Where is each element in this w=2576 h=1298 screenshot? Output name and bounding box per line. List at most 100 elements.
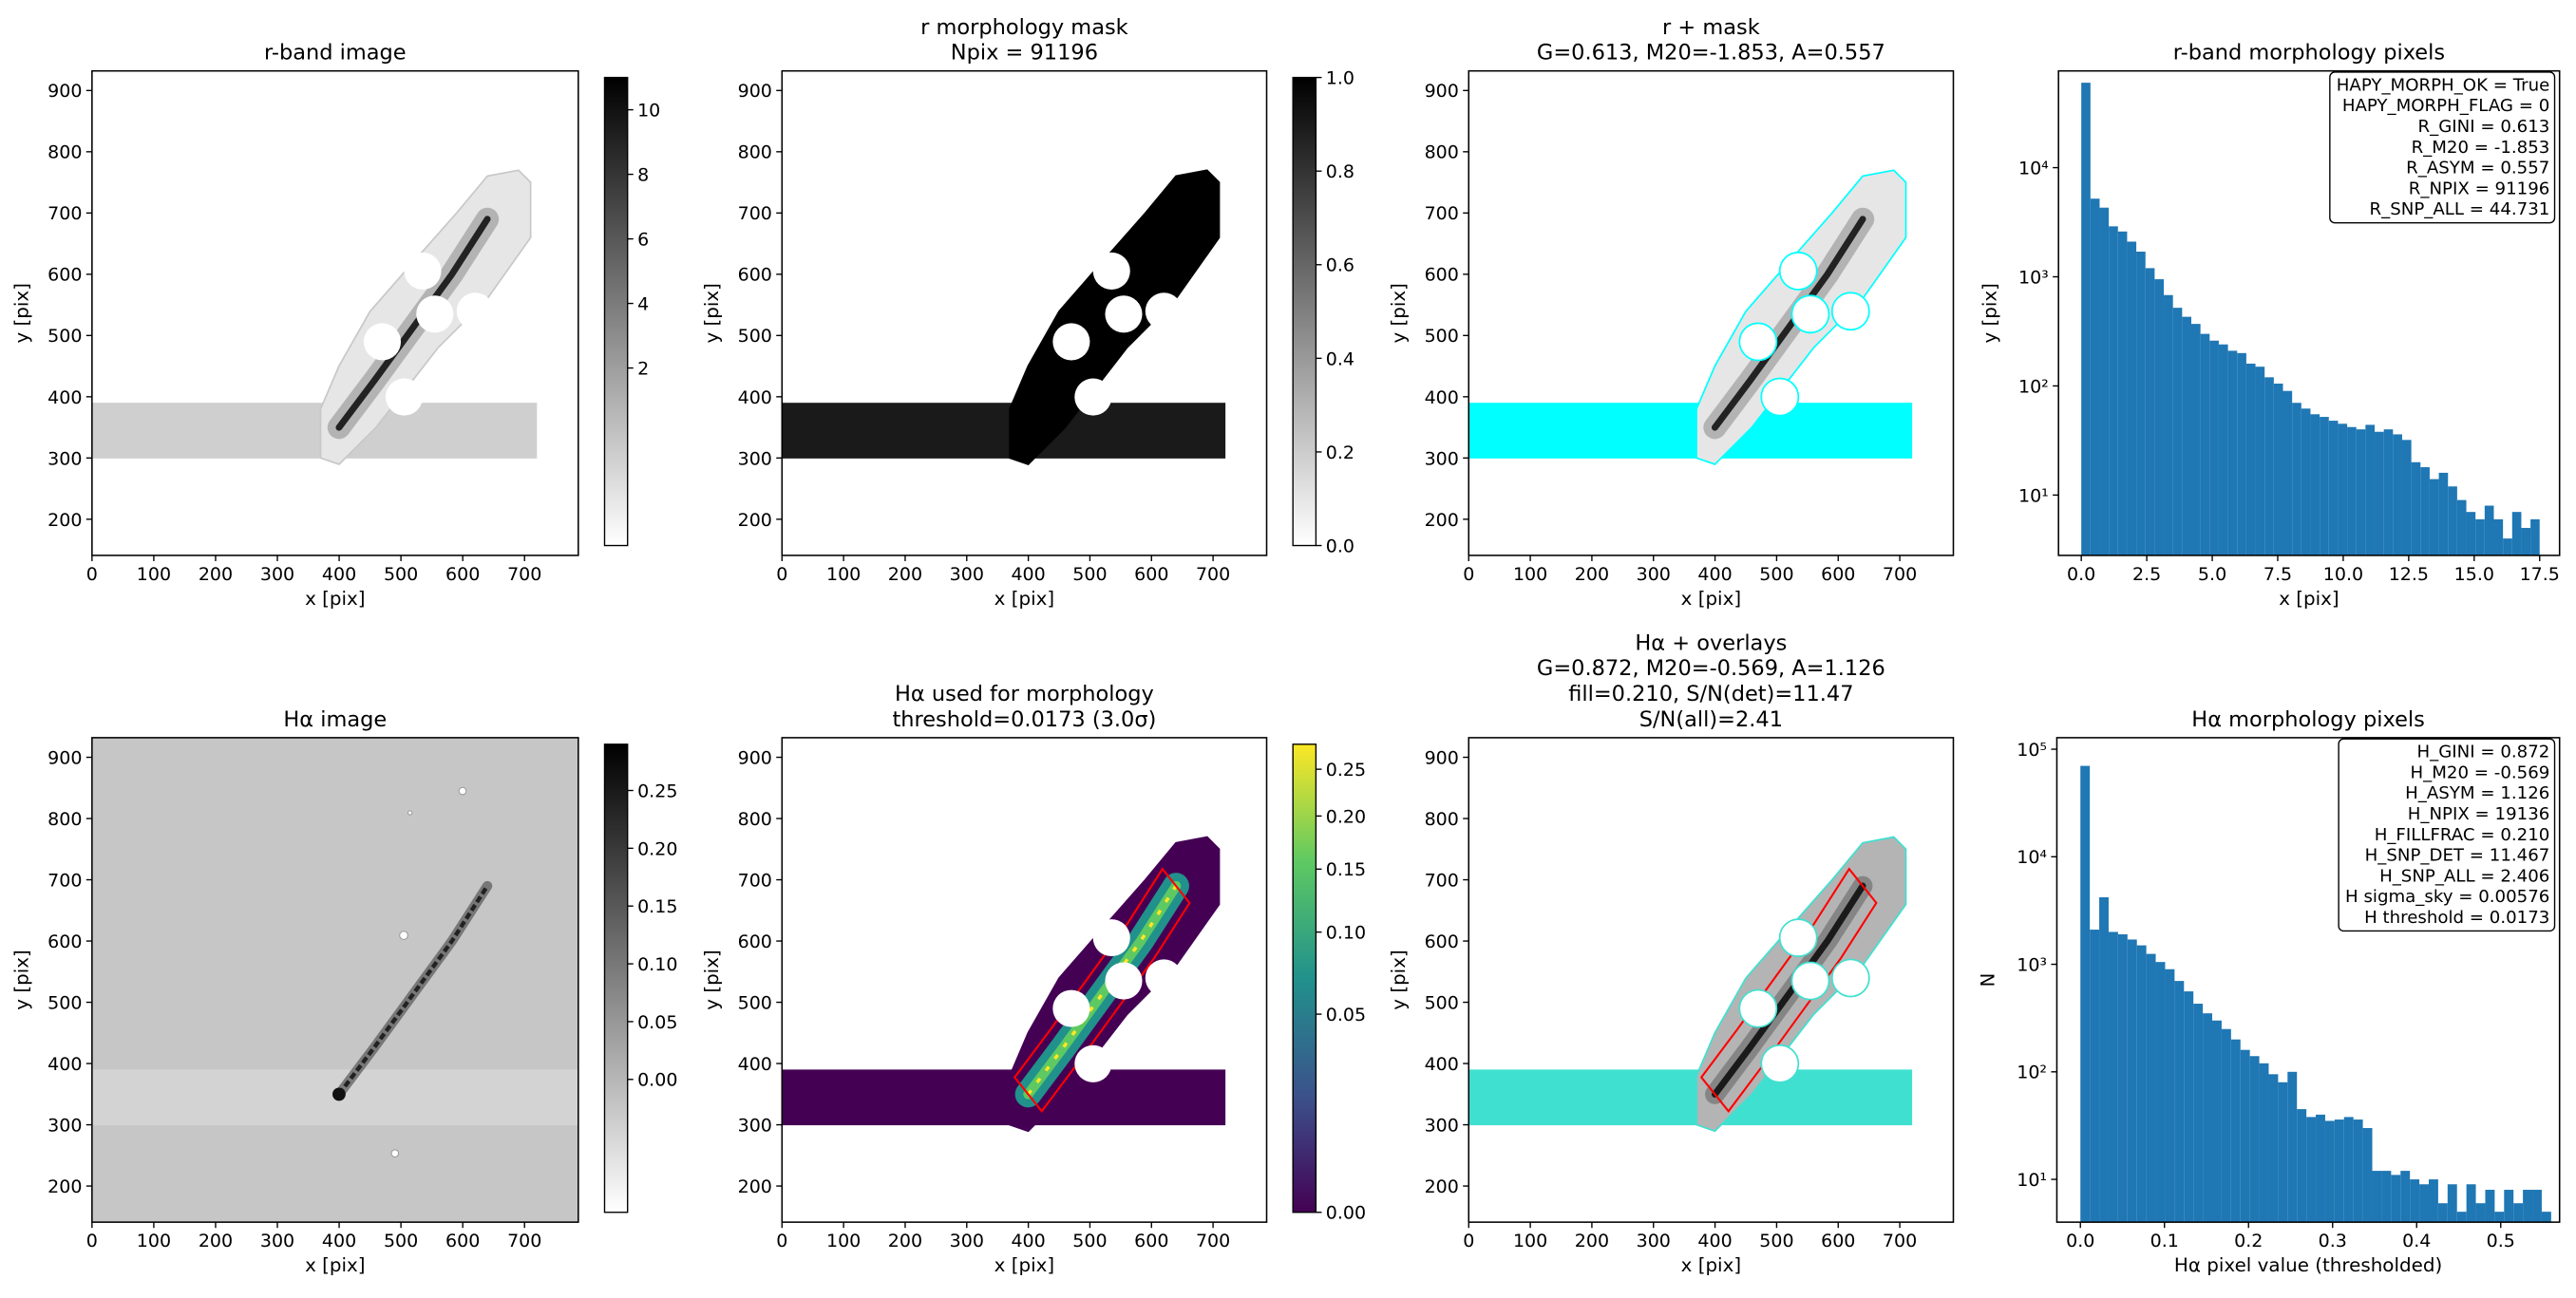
histogram-bar <box>2343 1117 2354 1223</box>
histogram-bar <box>2511 512 2522 555</box>
panel-title: Hα used for morphology <box>895 682 1154 706</box>
y-tick-label: 600 <box>738 931 772 952</box>
image-core <box>1711 882 1866 1098</box>
histogram-bar <box>2521 527 2531 555</box>
panel-title: S/N(all)=2.41 <box>1639 707 1783 732</box>
histogram-bar <box>2172 308 2183 555</box>
histogram-bar <box>2090 198 2100 555</box>
colorbar-tick-label: 0.05 <box>637 1012 677 1033</box>
y-tick-label: 400 <box>1425 1054 1459 1075</box>
image <box>782 169 1226 465</box>
y-tick-label: 10¹ <box>2018 485 2049 506</box>
x-tick-label: 400 <box>322 1231 356 1251</box>
x-axis-label: Hα pixel value (thresholded) <box>2174 1254 2442 1276</box>
histogram-bar <box>2428 1179 2438 1223</box>
histogram-bar <box>2109 226 2118 555</box>
y-tick-label: 800 <box>47 809 82 830</box>
colorbar-tick-label: 0.05 <box>1326 1005 1366 1025</box>
image-hole <box>1778 918 1818 958</box>
histogram-bar <box>2273 384 2283 555</box>
annotation-line: HAPY_MORPH_FLAG = 0 <box>2342 96 2549 116</box>
x-tick-label: 700 <box>507 1231 541 1251</box>
colorbar-tick-label: 0.10 <box>1326 923 1366 944</box>
histogram-bar <box>2513 1203 2524 1223</box>
x-tick-label: 7.5 <box>2263 564 2292 585</box>
y-tick-label: 500 <box>47 326 82 347</box>
x-tick-label: 700 <box>1883 564 1917 585</box>
panel-title: G=0.613, M20=-1.853, A=0.557 <box>1537 41 1885 66</box>
annotation-line: H_NPIX = 19136 <box>2408 804 2550 824</box>
histogram-bar <box>2532 1190 2542 1223</box>
histogram-bar <box>2212 1020 2222 1223</box>
histogram-bar <box>2362 1128 2373 1223</box>
y-tick-label: 10³ <box>2018 267 2049 288</box>
histogram-bar <box>2297 1109 2307 1223</box>
image-strip <box>1468 403 1913 459</box>
x-axis-label: x [pix] <box>1681 588 1741 610</box>
histogram-bar <box>2328 421 2339 555</box>
x-tick-label: 500 <box>1072 1231 1107 1251</box>
histogram-bar <box>2383 429 2394 555</box>
x-tick-label: 100 <box>826 1231 861 1251</box>
annotation-line: H_SNP_ALL = 2.406 <box>2379 866 2549 886</box>
y-tick-label: 500 <box>738 326 772 347</box>
colorbar-tick-label: 6 <box>637 229 649 250</box>
image-star <box>458 786 467 796</box>
image-hole <box>1790 294 1830 334</box>
y-tick-label: 10¹ <box>2017 1170 2047 1191</box>
x-tick-label: 0.1 <box>2150 1231 2179 1251</box>
y-tick-label: 10⁴ <box>2017 847 2047 868</box>
x-tick-label: 400 <box>322 564 356 585</box>
image-background <box>91 737 578 1223</box>
y-tick-label: 400 <box>738 387 772 408</box>
histogram-bar <box>2237 352 2246 555</box>
y-tick-label: 300 <box>47 1115 82 1136</box>
y-tick-label: 200 <box>47 510 82 531</box>
colorbar-tick-label: 2 <box>637 358 649 379</box>
histogram-bar <box>2080 765 2091 1223</box>
y-tick-label: 500 <box>1425 326 1459 347</box>
y-tick-label: 300 <box>47 448 82 469</box>
histogram-bar <box>2099 207 2110 555</box>
x-tick-label: 0.0 <box>2066 1231 2094 1251</box>
histogram-bar <box>2221 1028 2231 1223</box>
image-star <box>390 1149 400 1157</box>
histogram-bar <box>2493 518 2504 555</box>
x-tick-label: 200 <box>199 1231 233 1251</box>
colorbar-tick-label: 0.15 <box>1326 859 1366 880</box>
y-tick-label: 300 <box>1425 1115 1459 1136</box>
histogram-bar <box>2108 931 2118 1223</box>
image-hole <box>404 252 442 290</box>
image-core <box>1711 216 1866 431</box>
colorbar-tick-label: 0.20 <box>637 838 677 859</box>
x-tick-label: 200 <box>1575 564 1609 585</box>
image-strip <box>1468 1069 1913 1126</box>
y-axis-label: y [pix] <box>10 950 32 1010</box>
histogram-bar <box>2541 1212 2551 1223</box>
x-axis-label: x [pix] <box>305 1254 366 1276</box>
y-tick-label: 500 <box>738 992 772 1013</box>
axes-frame <box>91 737 579 1223</box>
y-axis-label: y [pix] <box>701 950 723 1010</box>
x-tick-label: 200 <box>1575 1231 1609 1251</box>
histogram-bar <box>2334 1119 2344 1223</box>
histogram-bar <box>2320 417 2329 555</box>
histogram-bar <box>2393 434 2402 555</box>
histogram-bar <box>2146 953 2156 1223</box>
histogram-bar <box>2255 367 2265 555</box>
histogram-bar <box>2429 479 2439 555</box>
x-tick-label: 300 <box>950 564 984 585</box>
axes-frame <box>91 69 579 556</box>
histogram-bar <box>2190 324 2201 555</box>
colorbar-tick-label: 0.15 <box>637 896 677 917</box>
histogram-bar <box>2145 268 2155 555</box>
x-tick-label: 0.0 <box>2067 564 2095 585</box>
axes-frame <box>2057 69 2561 556</box>
x-tick-label: 2.5 <box>2132 564 2161 585</box>
histogram-bar <box>2136 945 2147 1223</box>
panel-title: r-band morphology pixels <box>2173 41 2445 66</box>
axes-frame <box>2055 737 2561 1223</box>
y-tick-label: 10⁴ <box>2018 158 2049 179</box>
